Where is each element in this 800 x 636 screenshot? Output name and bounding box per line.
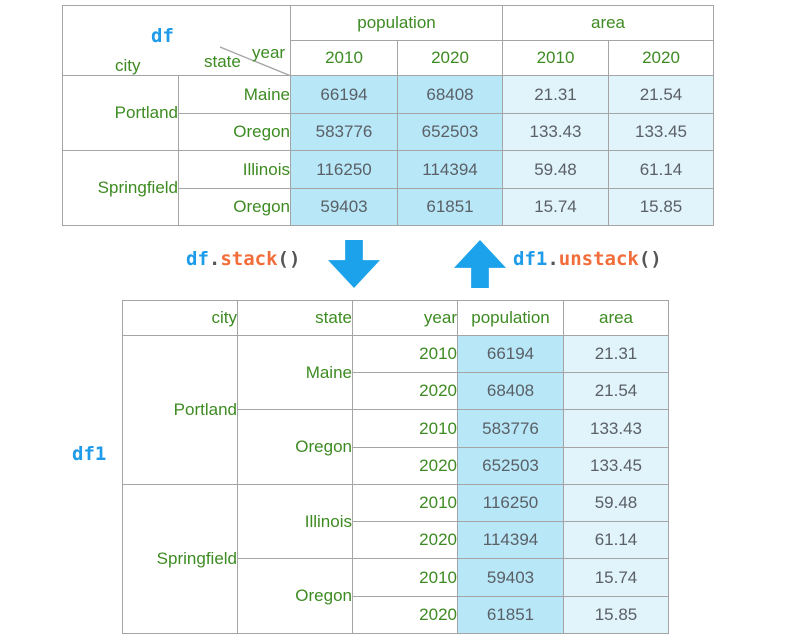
area-value-cell: 21.54 (608, 75, 714, 114)
population-value-cell: 59403 (290, 188, 398, 226)
area-value-cell: 59.48 (563, 484, 669, 522)
unstack-code-parens: () (638, 248, 662, 270)
year-cell: 2020 (352, 372, 458, 410)
year-header: 2020 (397, 40, 503, 76)
year-cell: 2010 (352, 335, 458, 373)
state-index-label: state (204, 52, 241, 71)
population-value-cell: 68408 (397, 75, 503, 114)
area-value-cell: 59.48 (502, 150, 609, 189)
stack-code-dot: . (208, 248, 221, 270)
year-header: 2010 (290, 40, 398, 76)
area-value-cell: 15.85 (608, 188, 714, 226)
city-index-label: city (115, 56, 141, 75)
population-value-cell: 652503 (397, 113, 503, 151)
area-value-cell: 15.74 (502, 188, 609, 226)
area-value-cell: 15.85 (563, 596, 669, 634)
area-value-cell: 61.14 (563, 521, 669, 559)
city-cell: Portland (62, 75, 179, 151)
population-value-cell: 652503 (457, 447, 564, 485)
year-header: 2010 (502, 40, 609, 76)
unstack-arrow-up-icon (454, 240, 506, 288)
year-cell: 2010 (352, 409, 458, 448)
area-value-cell: 133.43 (563, 409, 669, 448)
city-cell: Springfield (122, 484, 238, 634)
df1-label: df1 (72, 442, 106, 466)
population-value-cell: 61851 (457, 596, 564, 634)
state-cell: Oregon (178, 188, 291, 226)
area-value-cell: 21.54 (563, 372, 669, 410)
area-value-cell: 21.31 (563, 335, 669, 373)
df1-label-text: df1 (72, 443, 107, 465)
df-label: df (151, 25, 174, 47)
population-value-cell: 116250 (290, 150, 398, 189)
year-columns-label: year (252, 43, 286, 62)
population-value-cell: 59403 (457, 558, 564, 597)
population-value-cell: 66194 (457, 335, 564, 373)
header-city: city (122, 300, 238, 336)
population-value-cell: 61851 (397, 188, 503, 226)
population-value-cell: 583776 (290, 113, 398, 151)
year-cell: 2010 (352, 558, 458, 597)
population-value-cell: 583776 (457, 409, 564, 448)
column-group-population: population (290, 5, 503, 41)
unstack-code-object: df1 (513, 248, 548, 270)
header-population: population (457, 300, 564, 336)
population-value-cell: 114394 (457, 521, 564, 559)
city-cell: Portland (122, 335, 238, 485)
year-cell: 2020 (352, 596, 458, 634)
population-value-cell: 66194 (290, 75, 398, 114)
index-corner-cell: df city state year (62, 5, 291, 76)
stack-code-method: stack (220, 248, 278, 270)
unstack-code-method: unstack (558, 248, 639, 270)
stack-code-label: df.stack() (186, 247, 300, 271)
header-area: area (563, 300, 669, 336)
header-year: year (352, 300, 458, 336)
area-value-cell: 133.45 (608, 113, 714, 151)
stack-arrow-down-icon (328, 240, 380, 288)
area-value-cell: 15.74 (563, 558, 669, 597)
header-state: state (237, 300, 353, 336)
diagonal-divider (219, 46, 290, 75)
state-cell: Oregon (237, 558, 353, 634)
unstack-code-label: df1.unstack() (513, 247, 662, 271)
area-value-cell: 21.31 (502, 75, 609, 114)
stack-code-object: df (186, 248, 209, 270)
city-cell: Springfield (62, 150, 179, 226)
state-cell: Illinois (178, 150, 291, 189)
state-cell: Maine (178, 75, 291, 114)
df-wide-table: df city state year population area 2010 … (62, 5, 714, 226)
state-cell: Oregon (237, 409, 353, 485)
stack-code-parens: () (277, 248, 301, 270)
population-value-cell: 114394 (397, 150, 503, 189)
area-value-cell: 133.45 (563, 447, 669, 485)
unstack-code-dot: . (547, 248, 559, 270)
state-cell: Illinois (237, 484, 353, 559)
year-cell: 2020 (352, 447, 458, 485)
population-value-cell: 116250 (457, 484, 564, 522)
state-cell: Oregon (178, 113, 291, 151)
column-group-area: area (502, 5, 714, 41)
area-value-cell: 133.43 (502, 113, 609, 151)
population-value-cell: 68408 (457, 372, 564, 410)
year-cell: 2010 (352, 484, 458, 522)
area-value-cell: 61.14 (608, 150, 714, 189)
year-header: 2020 (608, 40, 714, 76)
year-cell: 2020 (352, 521, 458, 559)
state-cell: Maine (237, 335, 353, 410)
df1-stacked-table: city state year population area Portland… (122, 300, 669, 634)
